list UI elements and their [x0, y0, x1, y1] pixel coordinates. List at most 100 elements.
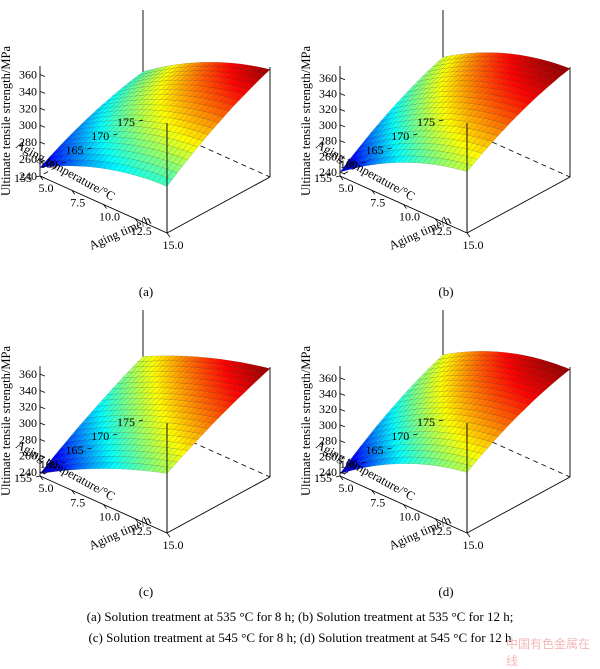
- time-tick-label: 7.5: [370, 495, 385, 509]
- time-tick: [434, 218, 439, 223]
- temperature-tick: [335, 475, 341, 478]
- temperature-tick: [361, 461, 366, 464]
- time-tick: [339, 175, 344, 181]
- z-tick-label: 300: [19, 416, 37, 430]
- temperature-tick-label: 175: [417, 415, 435, 429]
- temperature-tick: [138, 119, 144, 122]
- time-tick: [71, 190, 76, 195]
- temperature-tick-label: 170: [91, 129, 109, 143]
- z-tick-label: 360: [19, 67, 37, 81]
- temperature-tick: [35, 175, 41, 178]
- z-axis-label: Ultimate tensile strength/MPa: [299, 46, 313, 196]
- surface-mesh: [39, 62, 271, 187]
- temperature-tick: [438, 419, 444, 422]
- box-edge: [166, 176, 271, 234]
- z-tick: [39, 406, 46, 410]
- temperature-tick: [413, 133, 418, 136]
- time-tick: [371, 490, 376, 495]
- time-tick: [39, 175, 44, 181]
- figure-grid: 240 260 280 300 320 340 360 Ultimate tensile st…: [0, 0, 600, 600]
- temperature-tick-label: 160: [40, 457, 58, 471]
- z-tick-label: 300: [319, 418, 337, 432]
- z-tick-label: 260: [19, 152, 37, 166]
- temperature-tick-label: 155: [14, 471, 32, 485]
- surface-plot-d: 240 260 280 300 320 340 360 Ultimate tensile st…: [299, 300, 600, 600]
- z-tick-label: 340: [19, 383, 37, 397]
- caption-line-1: (a) Solution treatment at 535 °C for 8 h…: [86, 609, 514, 624]
- temperature-tick-label: 175: [417, 115, 435, 129]
- temperature-axis: 155 160 165 170 175: [314, 415, 444, 485]
- z-tick-label: 360: [319, 71, 337, 85]
- time-tick: [466, 232, 471, 238]
- time-tick-label: 5.0: [339, 481, 354, 495]
- z-tick-label: 320: [19, 101, 37, 115]
- surface-plot-b: 240 260 280 300 320 340 360 Ultimate tensile st…: [299, 0, 600, 300]
- z-tick: [39, 124, 46, 128]
- panel-label: (c): [139, 584, 153, 599]
- temperature-axis: 155 160 165 170 175: [314, 115, 444, 185]
- z-tick-label: 260: [319, 449, 337, 463]
- z-tick: [39, 438, 46, 442]
- temperature-tick: [113, 433, 118, 436]
- time-tick-label: 15.0: [463, 238, 484, 252]
- temperature-tick: [87, 147, 92, 150]
- time-tick: [39, 475, 44, 481]
- z-tick: [339, 455, 346, 459]
- z-tick: [39, 91, 46, 94]
- temperature-tick: [113, 133, 118, 136]
- time-tick-label: 15.0: [163, 238, 184, 252]
- temperature-tick-label: 170: [391, 429, 409, 443]
- z-axis-label: Ultimate tensile strength/MPa: [0, 346, 13, 496]
- temperature-tick: [335, 175, 341, 178]
- z-tick-label: 280: [319, 134, 337, 148]
- temperature-tick-label: 175: [117, 415, 135, 429]
- z-tick: [339, 171, 346, 175]
- z-tick: [339, 108, 346, 112]
- z-tick: [339, 393, 346, 396]
- time-tick-label: 7.5: [70, 495, 85, 509]
- caption-line-2: (c) Solution treatment at 545 °C for 8 h…: [88, 630, 512, 645]
- time-axis: 5.0 7.5 10.0 12.5 15.0: [339, 175, 484, 252]
- z-tick-label: 280: [19, 432, 37, 446]
- box-edge: [466, 476, 571, 534]
- temperature-tick: [138, 419, 144, 422]
- z-tick: [339, 424, 346, 428]
- z-tick: [39, 158, 46, 162]
- temperature-tick-label: 155: [314, 471, 332, 485]
- surface-plot-a: 240 260 280 300 320 340 360 Ultimate tensile st…: [0, 0, 300, 300]
- time-tick-label: 12.5: [431, 224, 452, 238]
- panel-label: (d): [438, 584, 453, 599]
- time-tick: [339, 475, 344, 481]
- time-tick: [71, 490, 76, 495]
- time-tick: [403, 504, 407, 509]
- z-tick-label: 240: [19, 465, 37, 479]
- panel-label: (b): [438, 284, 453, 299]
- temperature-tick-label: 165: [66, 443, 84, 457]
- temperature-tick: [61, 461, 66, 464]
- time-tick: [166, 532, 171, 538]
- time-tick-label: 12.5: [131, 224, 152, 238]
- time-axis: 5.0 7.5 10.0 12.5 15.0: [39, 475, 184, 552]
- z-tick: [339, 155, 346, 159]
- time-tick-label: 7.5: [70, 195, 85, 209]
- temperature-axis: 155 160 165 170 175: [14, 415, 144, 485]
- z-tick: [39, 107, 46, 111]
- z-tick-label: 260: [319, 149, 337, 163]
- z-tick-label: 300: [19, 118, 37, 132]
- time-tick-label: 10.0: [99, 210, 120, 224]
- time-tick-label: 12.5: [131, 524, 152, 538]
- temperature-tick-label: 160: [40, 157, 58, 171]
- temperature-tick: [413, 433, 418, 436]
- time-axis: 5.0 7.5 10.0 12.5 15.0: [39, 175, 184, 252]
- z-tick: [339, 440, 346, 444]
- temperature-axis: 155 160 165 170 175: [14, 115, 144, 185]
- temperature-tick-label: 165: [66, 143, 84, 157]
- z-tick: [39, 175, 46, 179]
- z-tick: [339, 77, 346, 81]
